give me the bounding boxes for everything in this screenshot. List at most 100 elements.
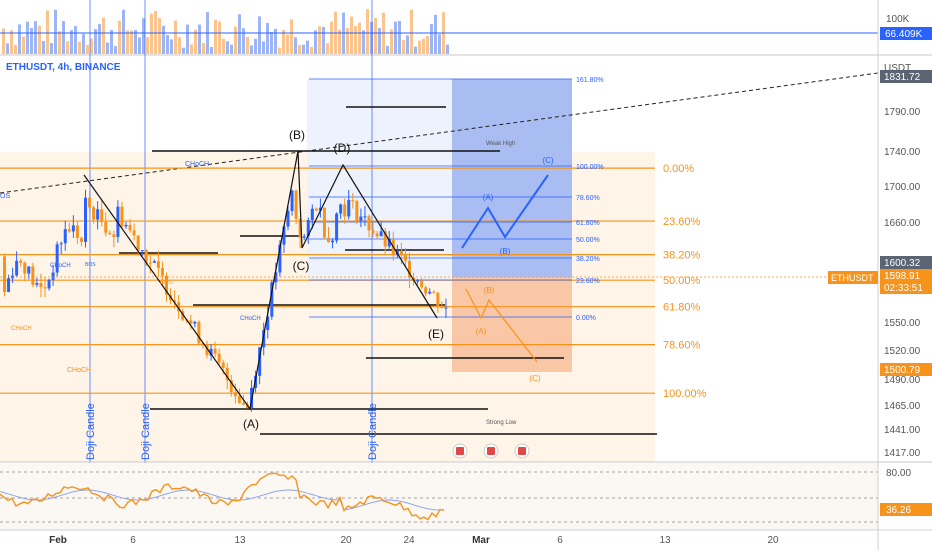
- candle-body: [201, 343, 205, 346]
- candle-body: [177, 302, 181, 312]
- fib-small-label: 23.60%: [576, 278, 600, 285]
- candle-body: [31, 266, 35, 285]
- volume-bar: [38, 25, 41, 54]
- fib-small-label: 38.20%: [576, 256, 600, 263]
- volume-current-tag: [880, 27, 932, 40]
- candle-body: [100, 209, 104, 222]
- volume-bar: [378, 27, 381, 54]
- volume-bar: [90, 38, 93, 54]
- candle-body: [318, 207, 322, 211]
- candle-body: [294, 190, 298, 219]
- volume-bar: [178, 37, 181, 54]
- volume-bar: [78, 41, 81, 54]
- candle-body: [339, 204, 343, 214]
- volume-bar: [126, 30, 129, 54]
- volume-bar: [410, 9, 413, 55]
- volume-bar: [110, 29, 113, 54]
- candle-body: [416, 280, 420, 282]
- candle-body: [403, 255, 407, 261]
- candle-body: [75, 225, 79, 238]
- volume-bar: [282, 29, 285, 54]
- price-axis-tick: 1441.00: [884, 425, 921, 436]
- candle-body: [420, 280, 424, 288]
- fib-small-label: 161.80%: [576, 77, 604, 84]
- volume-bar: [374, 17, 377, 54]
- candle-body: [359, 216, 363, 221]
- volume-bar: [170, 39, 173, 54]
- volume-bar: [422, 38, 425, 54]
- candle-body: [43, 287, 47, 289]
- time-axis-tick: Feb: [49, 535, 67, 546]
- volume-bar: [394, 21, 397, 55]
- volume-bar: [166, 35, 169, 54]
- candle-body: [189, 320, 193, 324]
- volume-bar: [154, 10, 157, 54]
- candle-body: [286, 210, 290, 227]
- candle-body: [225, 367, 229, 381]
- candle-body: [144, 250, 148, 263]
- wave-label: (C): [293, 259, 310, 273]
- target-zone-up: [452, 79, 572, 277]
- weak-high-label: Weak High: [486, 141, 515, 147]
- candle-body: [408, 260, 411, 278]
- volume-bar: [2, 28, 5, 54]
- candle-body: [156, 261, 160, 269]
- fib-level-label: 23.60%: [663, 216, 701, 228]
- doji-candle-label: Doji Candle: [85, 403, 97, 460]
- event-flag-icon: [456, 447, 464, 455]
- candle-body: [424, 287, 428, 294]
- volume-bar: [6, 43, 9, 54]
- volume-bar: [302, 44, 305, 54]
- fib-level-label: 78.60%: [663, 340, 701, 352]
- volume-bar: [358, 22, 361, 54]
- projection-up-path: [461, 174, 549, 249]
- candle-body: [363, 216, 367, 218]
- candle-body: [347, 200, 351, 217]
- volume-bar: [82, 33, 85, 54]
- candle-body: [298, 218, 302, 238]
- fib-small-label: 61.80%: [576, 220, 600, 227]
- time-axis-tick: Mar: [472, 535, 490, 546]
- volume-bar: [66, 41, 69, 54]
- candle-body: [104, 221, 108, 233]
- volume-bar: [318, 26, 321, 54]
- volume-bar: [214, 19, 217, 54]
- candle-body: [278, 244, 282, 273]
- time-axis-tick: 13: [659, 535, 671, 546]
- projection-up-label: (A): [483, 193, 494, 202]
- volume-bar: [406, 35, 409, 54]
- price-axis-tick: 1520.00: [884, 346, 921, 357]
- target-zone-down: [452, 277, 572, 372]
- candle-body: [436, 292, 440, 307]
- rsi-current-tag: [880, 503, 932, 516]
- volume-bar: [402, 39, 405, 54]
- price-tag-dark: [880, 70, 932, 83]
- candle-body: [165, 275, 168, 295]
- candle-body: [132, 230, 136, 236]
- elliott-wave-path: [83, 150, 438, 411]
- volume-bar: [426, 35, 429, 54]
- volume-bar: [278, 47, 281, 54]
- fib-level-label: 61.80%: [663, 302, 701, 314]
- volume-bar: [294, 37, 297, 54]
- fib-small-label: 78.60%: [576, 195, 600, 202]
- candle-body: [88, 197, 92, 208]
- projection-down-label: (A): [476, 327, 487, 336]
- choch-label: CHoCH: [11, 326, 32, 332]
- candle-body: [383, 231, 387, 247]
- candle-body: [327, 237, 330, 243]
- doji-candle-label: Doji Candle: [140, 403, 152, 460]
- volume-bar: [238, 14, 241, 54]
- volume-bar: [222, 38, 225, 54]
- candle-body: [63, 229, 67, 244]
- volume-bar: [186, 24, 189, 54]
- candle-body: [440, 306, 444, 308]
- candle-body: [92, 207, 96, 220]
- volume-bar: [114, 46, 117, 54]
- candle-body: [310, 208, 314, 221]
- price-axis-unit: USDT: [884, 63, 911, 74]
- candle-body: [35, 283, 39, 285]
- volume-bar: [246, 36, 249, 54]
